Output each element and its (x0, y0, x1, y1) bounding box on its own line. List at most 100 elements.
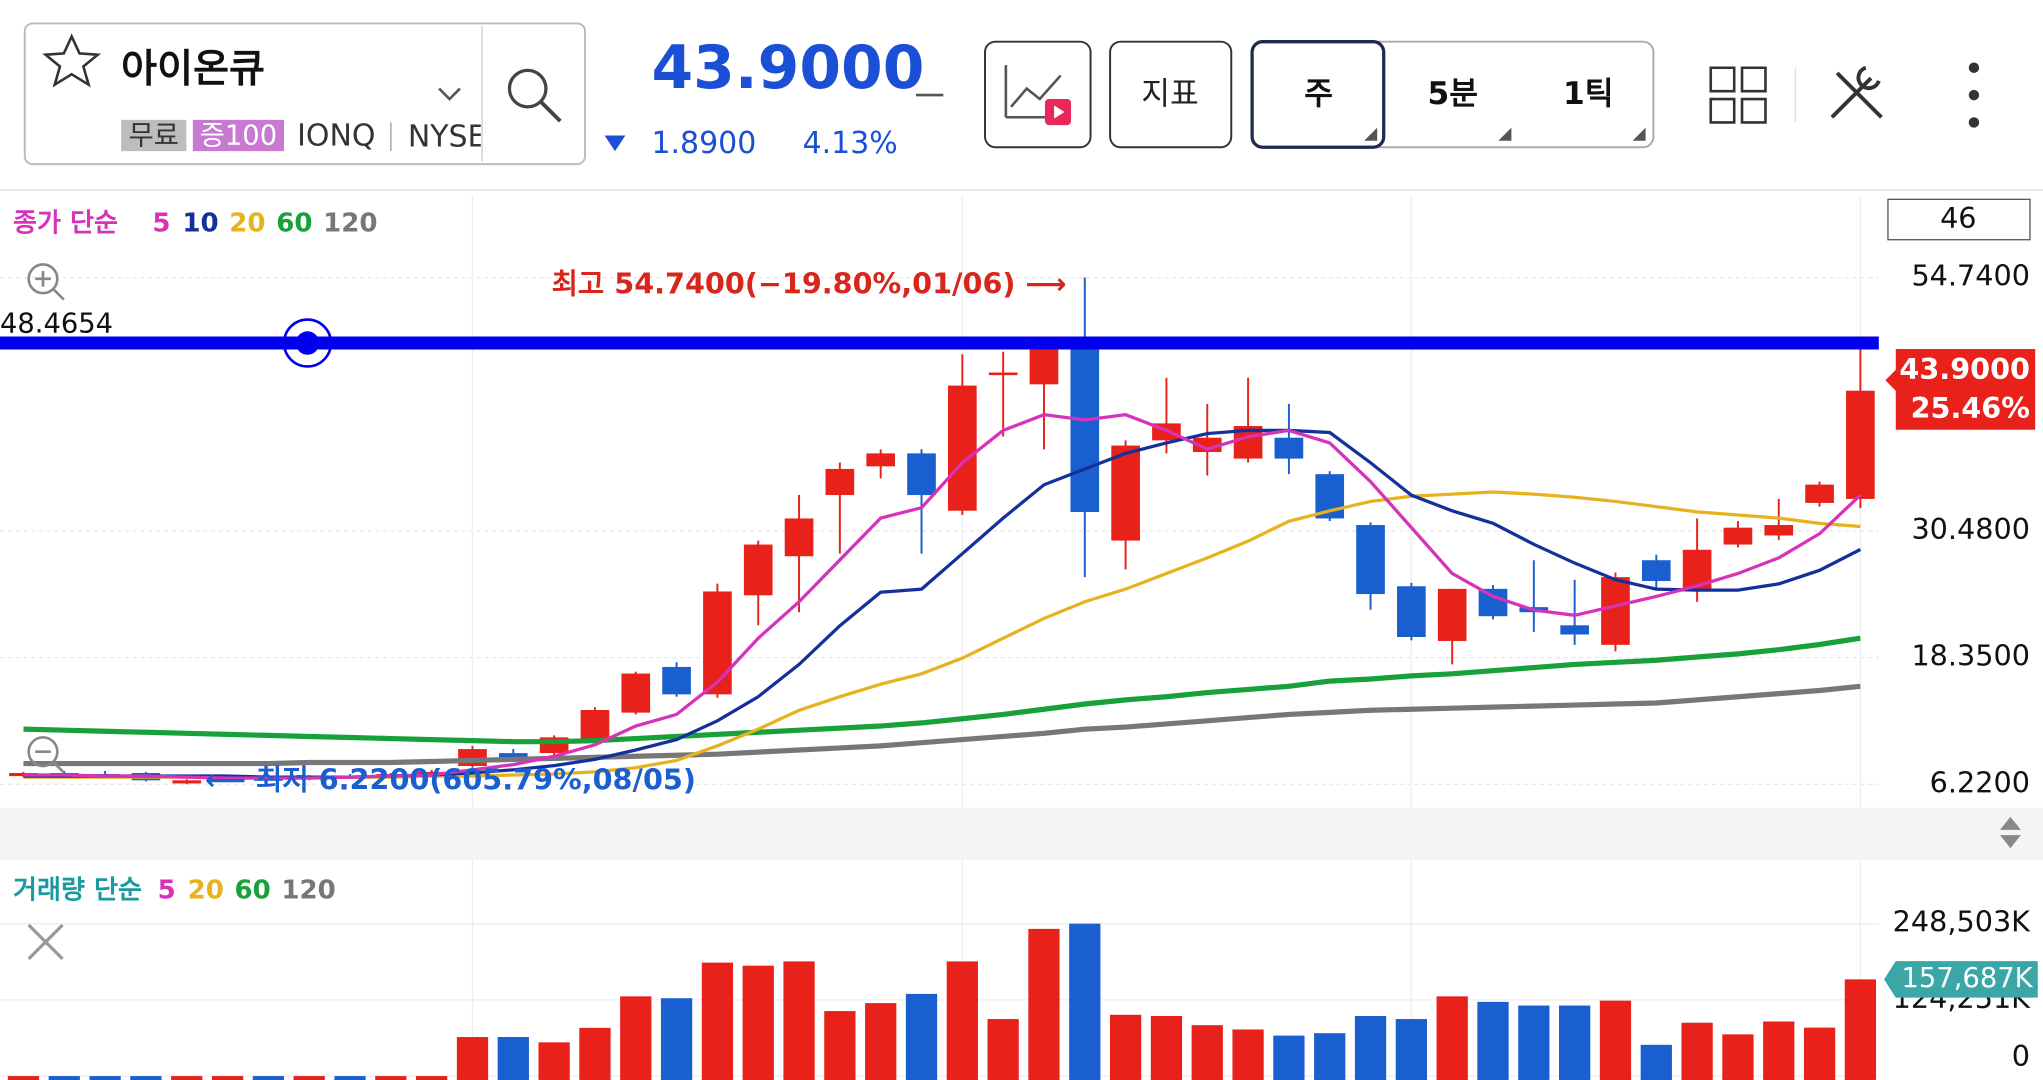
candle-body (1846, 390, 1875, 499)
volume-bar (130, 1076, 162, 1080)
volume-bar (1191, 1025, 1223, 1080)
candle-body (988, 372, 1018, 376)
price-chart: 6.220018.350030.480054.74002024/09/23202… (0, 258, 2036, 847)
legend-label: 종가 단순 (13, 209, 118, 239)
volume-legend-entry: 60 (235, 876, 271, 906)
volume-legend-label: 거래량 단순 (13, 876, 142, 906)
candle-body (1070, 345, 1100, 512)
zoom-out-mark (35, 750, 65, 774)
tag-bg (121, 119, 187, 152)
volume-bar (1273, 1035, 1305, 1080)
volume-legend-entry: 120 (281, 876, 335, 906)
price-line-label: 48.4654 (0, 308, 113, 339)
legend-entry: 120 (323, 209, 377, 239)
volume-last-tag (1884, 961, 2038, 998)
volume-bar (89, 1076, 121, 1080)
candle-body (662, 666, 691, 695)
volume-bar (334, 1076, 366, 1080)
close-icon[interactable] (27, 923, 64, 960)
ma-line (23, 413, 1862, 780)
volume-last-label: 157,687K (1902, 963, 2034, 994)
volume-bar (375, 1076, 407, 1080)
tag: 증100 (200, 120, 277, 151)
price: 43.9000 (651, 33, 924, 103)
tools-icon[interactable] (1830, 65, 1883, 119)
volume-bar (905, 993, 938, 1080)
volume-bar (865, 1003, 897, 1080)
volume-bar (1314, 1033, 1346, 1080)
candle-body (1805, 484, 1834, 503)
volume-bar (701, 962, 734, 1080)
date-axis-band (0, 807, 2043, 860)
volume-bar (252, 1076, 285, 1080)
high-annotation: 최고 54.7400(−19.80%,01/06) ⟶ (552, 266, 1067, 300)
corner-marks (1364, 127, 1646, 141)
menu-dot (1968, 89, 1980, 101)
candle-body (784, 518, 814, 557)
y-tick-label: 30.4800 (1911, 512, 2030, 546)
volume-bar (1069, 923, 1101, 1080)
indicator-button[interactable] (1109, 40, 1233, 149)
favorite-icon[interactable] (42, 33, 102, 88)
candle-body (9, 772, 38, 777)
volume-bar (293, 1076, 325, 1080)
period-label[interactable]: 5분 (1428, 76, 1479, 112)
legend-entry: 10 (182, 209, 218, 239)
volume-bar (1681, 1022, 1713, 1080)
play-triangle (1054, 105, 1065, 119)
period-label[interactable]: 1틱 (1563, 76, 1614, 112)
candle-body (1478, 588, 1508, 617)
volume-bar (987, 1019, 1019, 1080)
legend-entry: 20 (229, 209, 265, 239)
candle-body (1437, 588, 1467, 641)
tag-bg (192, 119, 285, 152)
change-pct: 4.13% (803, 126, 898, 161)
period-selected[interactable] (1250, 40, 1386, 149)
layout-icon[interactable] (1709, 66, 1767, 124)
zoom-in-icon[interactable] (27, 263, 59, 295)
candle-body (1274, 437, 1304, 459)
volume-bar (497, 1037, 529, 1080)
candle-body (1560, 625, 1589, 635)
period-label[interactable]: 주 (1304, 76, 1333, 112)
symbol: IONQ (297, 118, 375, 153)
volume-bar (1803, 1027, 1836, 1080)
menu-dot (1968, 117, 1980, 128)
volume-bar (48, 1076, 80, 1080)
volume-bar (7, 1076, 40, 1080)
dropdown-icon[interactable] (438, 87, 461, 101)
zoom-out-icon[interactable] (27, 736, 59, 768)
candle-body (1601, 577, 1630, 645)
chart-type-button[interactable] (984, 40, 1092, 149)
volume-bar (660, 998, 693, 1080)
zoom-in-mark (35, 270, 65, 301)
candle-body (703, 591, 732, 695)
volume-bar (416, 1076, 448, 1080)
menu-dot[interactable] (1968, 62, 1980, 73)
legend-entry: 5 (152, 209, 170, 239)
volume-bar (783, 961, 815, 1080)
search-icon[interactable] (507, 68, 548, 109)
volume-bar (1232, 1029, 1264, 1080)
last-price-tag (1885, 349, 2036, 430)
tag: 무료 (129, 120, 179, 151)
y-tick-label: 54.7400 (1911, 258, 2030, 292)
volume-bar (1599, 1000, 1632, 1080)
volume-bar (620, 996, 652, 1080)
last-pct: 25.46% (1911, 391, 2030, 425)
exchange: NYSE (408, 120, 487, 155)
volume-bar (1395, 1019, 1427, 1080)
candle-body (1764, 525, 1794, 536)
volume-bar (579, 1027, 611, 1080)
scroll-icon[interactable] (2000, 816, 2021, 849)
volume-bar (946, 961, 978, 1080)
volume-bar (1722, 1034, 1754, 1080)
candle-body (172, 780, 202, 784)
candle-body (907, 453, 936, 496)
volume-bar (456, 1037, 489, 1080)
exchange-clip: NYSE (408, 120, 487, 155)
candle-body (1356, 525, 1385, 595)
volume-bar (1518, 1005, 1550, 1080)
